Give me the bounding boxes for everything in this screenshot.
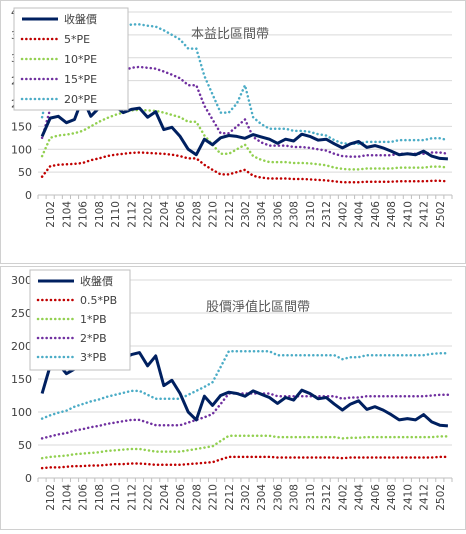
x-tick-label: 2402 (337, 484, 349, 511)
pb-chart-svg: 0 50 100 150 200 250 300 2102 2104 2106 2108 2110 21… (0, 266, 466, 530)
pe-chart-svg: 0501001502002503003504002102210421062108… (0, 0, 466, 264)
x-tick-label: 2304 (256, 201, 268, 228)
x-tick-label: 2412 (419, 484, 431, 511)
legend-label: 收盤價 (80, 274, 113, 288)
x-tick-label: 2408 (386, 484, 398, 511)
x-tick-label: 2312 (321, 201, 333, 228)
y-tick-label: 150 (11, 120, 32, 133)
y-tick-label: 100 (11, 143, 32, 156)
x-tick-label: 2410 (402, 201, 414, 228)
x-tick-label: 2112 (126, 484, 138, 511)
series-line-1 (40, 455, 450, 470)
pe-band-chart-panel: 0501001502002503003504002102210421062108… (0, 0, 466, 264)
y-tick-label: 50 (18, 166, 32, 179)
y-tick-label: 200 (11, 340, 32, 353)
x-tick-label: 2108 (94, 201, 106, 228)
legend-label: 15*PE (64, 73, 97, 86)
x-tick-label: 2304 (256, 484, 268, 511)
y-tick-label: 100 (11, 406, 32, 419)
x-tick-label: 2212 (224, 484, 236, 511)
x-tick-label: 2502 (435, 484, 447, 511)
x-tick-label: 2104 (61, 201, 73, 228)
x-tick-label: 2310 (305, 201, 317, 228)
x-tick-label: 2208 (191, 484, 203, 511)
x-tick-label: 2502 (435, 201, 447, 228)
legend-label: 5*PE (64, 33, 90, 46)
x-tick-label: 2302 (240, 484, 252, 511)
x-tick-label: 2212 (224, 201, 236, 228)
y-tick-label: 250 (11, 307, 32, 320)
x-tick-label: 2408 (386, 201, 398, 228)
x-tick-label: 2404 (354, 484, 366, 511)
x-tick-label: 2202 (143, 201, 155, 228)
x-tick-label: 2208 (191, 201, 203, 228)
x-tick-label: 2104 (61, 484, 73, 511)
x-tick-label: 2106 (78, 484, 90, 511)
x-tick-label: 2210 (208, 484, 220, 511)
legend-label: 2*PB (80, 332, 107, 345)
y-tick-label: 300 (11, 274, 32, 287)
x-tick-label: 2308 (289, 201, 301, 228)
y-tick-label: 0 (25, 189, 32, 202)
x-tick-label: 2206 (175, 201, 187, 228)
x-tick-label: 2102 (45, 484, 57, 511)
chart-title: 股價淨值比區間帶 (206, 299, 310, 315)
series-line-4 (40, 350, 450, 420)
series-line-1 (40, 151, 450, 184)
x-tick-label: 2306 (272, 484, 284, 511)
series-line-3 (40, 392, 450, 440)
x-tick-label: 2406 (370, 201, 382, 228)
x-tick-label: 2306 (272, 201, 284, 228)
x-tick-label: 2110 (110, 484, 122, 511)
x-tick-label: 2404 (354, 201, 366, 228)
series-line-2 (40, 434, 450, 460)
y-tick-label: 150 (11, 373, 32, 386)
x-tick-label: 2302 (240, 201, 252, 228)
legend-label: 10*PE (64, 53, 97, 66)
x-tick-label: 2202 (143, 484, 155, 511)
x-tick-label: 2112 (126, 201, 138, 228)
x-tick-label: 2402 (337, 201, 349, 228)
y-tick-label: 0 (25, 472, 32, 485)
x-tick-label: 2108 (94, 484, 106, 511)
chart-legend: 收盤價 0.5*PB 1*PB 2*PB 3*PB (29, 269, 131, 371)
chart-legend: 收盤價 5*PE 10*PE 15*PE 20*PE (13, 7, 129, 111)
x-tick-label: 2410 (402, 484, 414, 511)
x-tick-label: 2308 (289, 484, 301, 511)
chart-title: 本益比區間帶 (191, 27, 269, 42)
legend-label: 1*PB (80, 313, 107, 326)
x-tick-label: 2204 (159, 201, 171, 228)
x-tick-label: 2310 (305, 484, 317, 511)
y-tick-label: 50 (18, 439, 32, 452)
x-tick-label: 2312 (321, 484, 333, 511)
x-tick-label: 2110 (110, 201, 122, 228)
legend-label: 0.5*PB (80, 294, 117, 307)
legend-label: 收盤價 (64, 12, 97, 26)
x-tick-label: 2206 (175, 484, 187, 511)
x-tick-label: 2106 (78, 201, 90, 228)
legend-label: 20*PE (64, 93, 97, 106)
x-tick-label: 2412 (419, 201, 431, 228)
x-tick-label: 2204 (159, 484, 171, 511)
pb-band-chart-panel: 0 50 100 150 200 250 300 2102 2104 2106 2108 2110 21… (0, 266, 466, 530)
x-tick-label: 2102 (45, 201, 57, 228)
series-line-2 (40, 108, 450, 171)
legend-label: 3*PB (80, 351, 107, 364)
x-tick-label: 2210 (208, 201, 220, 228)
x-tick-label: 2406 (370, 484, 382, 511)
